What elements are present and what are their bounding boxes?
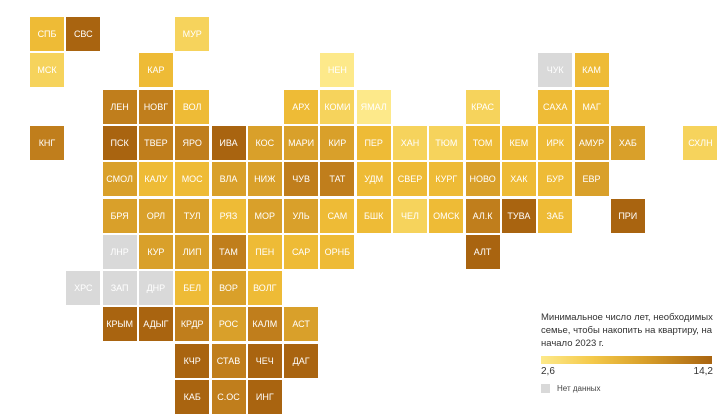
- region-tile-омск: ОМСК: [429, 199, 463, 233]
- region-tile-крым: КРЫМ: [103, 307, 137, 341]
- region-tile-адыг: АДЫГ: [139, 307, 173, 341]
- region-tile-том: ТОМ: [466, 126, 500, 160]
- region-tile-мск: МСК: [30, 53, 64, 87]
- region-tile-пен: ПЕН: [248, 235, 282, 269]
- legend-color-scale: [541, 356, 712, 364]
- region-tile-кур: КУР: [139, 235, 173, 269]
- region-tile-арх: АРХ: [284, 90, 318, 124]
- region-tile-кар: КАР: [139, 53, 173, 87]
- region-tile-ряз: РЯЗ: [212, 199, 246, 233]
- region-tile-орл: ОРЛ: [139, 199, 173, 233]
- legend-min-label: 2,6: [541, 366, 555, 377]
- region-tile-вла: ВЛА: [212, 162, 246, 196]
- region-tile-при: ПРИ: [611, 199, 645, 233]
- region-tile-тат: ТАТ: [320, 162, 354, 196]
- legend-title: Минимальное число лет, необходимых семье…: [541, 311, 713, 350]
- region-tile-инг: ИНГ: [248, 380, 282, 414]
- region-tile-амур: АМУР: [575, 126, 609, 160]
- region-tile-ирк: ИРК: [538, 126, 572, 160]
- region-tile-удм: УДМ: [357, 162, 391, 196]
- region-tile-бур: БУР: [538, 162, 572, 196]
- legend-max-label: 14,2: [694, 366, 713, 377]
- region-tile-калу: КАЛУ: [139, 162, 173, 196]
- region-tile-коми: КОМИ: [320, 90, 354, 124]
- region-tile-там: ТАМ: [212, 235, 246, 269]
- region-tile-днр: ДНР: [139, 271, 173, 305]
- region-tile-ямал: ЯМАЛ: [357, 90, 391, 124]
- region-tile-саха: САХА: [538, 90, 572, 124]
- region-tile-алт: АЛТ: [466, 235, 500, 269]
- region-tile-ново: НОВО: [466, 162, 500, 196]
- region-tile-схлн: СХЛН: [683, 126, 717, 160]
- region-tile-кир: КИР: [320, 126, 354, 160]
- region-tile-кнг: КНГ: [30, 126, 64, 160]
- region-tile-крдр: КРДР: [175, 307, 209, 341]
- region-tile-ал.к: АЛ.К: [466, 199, 500, 233]
- region-tile-вол: ВОЛ: [175, 90, 209, 124]
- region-tile-ниж: НИЖ: [248, 162, 282, 196]
- region-tile-бря: БРЯ: [103, 199, 137, 233]
- legend-ticks: 2,6 14,2: [541, 366, 713, 380]
- region-tile-твер: ТВЕР: [139, 126, 173, 160]
- region-tile-лип: ЛИП: [175, 235, 209, 269]
- region-tile-уль: УЛЬ: [284, 199, 318, 233]
- region-tile-хрс: ХРС: [66, 271, 100, 305]
- region-tile-лен: ЛЕН: [103, 90, 137, 124]
- legend-nodata: Нет данных: [541, 384, 601, 393]
- region-tile-вор: ВОР: [212, 271, 246, 305]
- region-tile-бел: БЕЛ: [175, 271, 209, 305]
- region-tile-сар: САР: [284, 235, 318, 269]
- region-tile-пск: ПСК: [103, 126, 137, 160]
- region-tile-пер: ПЕР: [357, 126, 391, 160]
- region-tile-калм: КАЛМ: [248, 307, 282, 341]
- region-tile-хаб: ХАБ: [611, 126, 645, 160]
- region-tile-заб: ЗАБ: [538, 199, 572, 233]
- region-tile-яро: ЯРО: [175, 126, 209, 160]
- region-tile-чел: ЧЕЛ: [393, 199, 427, 233]
- region-tile-чеч: ЧЕЧ: [248, 344, 282, 378]
- region-tile-рос: РОС: [212, 307, 246, 341]
- region-tile-с.ос: С.ОС: [212, 380, 246, 414]
- region-tile-кург: КУРГ: [429, 162, 463, 196]
- region-tile-тюм: ТЮМ: [429, 126, 463, 160]
- region-tile-волг: ВОЛГ: [248, 271, 282, 305]
- region-tile-орнб: ОРНБ: [320, 235, 354, 269]
- region-tile-лнр: ЛНР: [103, 235, 137, 269]
- region-tile-тул: ТУЛ: [175, 199, 209, 233]
- region-tile-свер: СВЕР: [393, 162, 427, 196]
- region-tile-кос: КОС: [248, 126, 282, 160]
- region-tile-чук: ЧУК: [538, 53, 572, 87]
- region-tile-чув: ЧУВ: [284, 162, 318, 196]
- region-tile-евр: ЕВР: [575, 162, 609, 196]
- region-tile-мор: МОР: [248, 199, 282, 233]
- region-tile-мос: МОС: [175, 162, 209, 196]
- region-tile-кем: КЕМ: [502, 126, 536, 160]
- legend: Минимальное число лет, необходимых семье…: [541, 311, 713, 380]
- region-tile-маг: МАГ: [575, 90, 609, 124]
- region-tile-ива: ИВА: [212, 126, 246, 160]
- region-tile-хан: ХАН: [393, 126, 427, 160]
- legend-nodata-label: Нет данных: [557, 384, 601, 393]
- region-tile-мари: МАРИ: [284, 126, 318, 160]
- region-tile-бшк: БШК: [357, 199, 391, 233]
- region-tile-став: СТАВ: [212, 344, 246, 378]
- region-tile-мур: МУР: [175, 17, 209, 51]
- region-tile-нен: НЕН: [320, 53, 354, 87]
- region-tile-каб: КАБ: [175, 380, 209, 414]
- region-tile-спб: СПБ: [30, 17, 64, 51]
- region-tile-кчр: КЧР: [175, 344, 209, 378]
- region-tile-кам: КАМ: [575, 53, 609, 87]
- region-tile-крас: КРАС: [466, 90, 500, 124]
- region-tile-свс: СВС: [66, 17, 100, 51]
- region-tile-новг: НОВГ: [139, 90, 173, 124]
- nodata-swatch: [541, 384, 550, 393]
- region-tile-смол: СМОЛ: [103, 162, 137, 196]
- region-tile-тува: ТУВА: [502, 199, 536, 233]
- region-tile-сам: САМ: [320, 199, 354, 233]
- region-tile-аст: АСТ: [284, 307, 318, 341]
- region-tile-даг: ДАГ: [284, 344, 318, 378]
- region-tile-зап: ЗАП: [103, 271, 137, 305]
- region-tile-хак: ХАК: [502, 162, 536, 196]
